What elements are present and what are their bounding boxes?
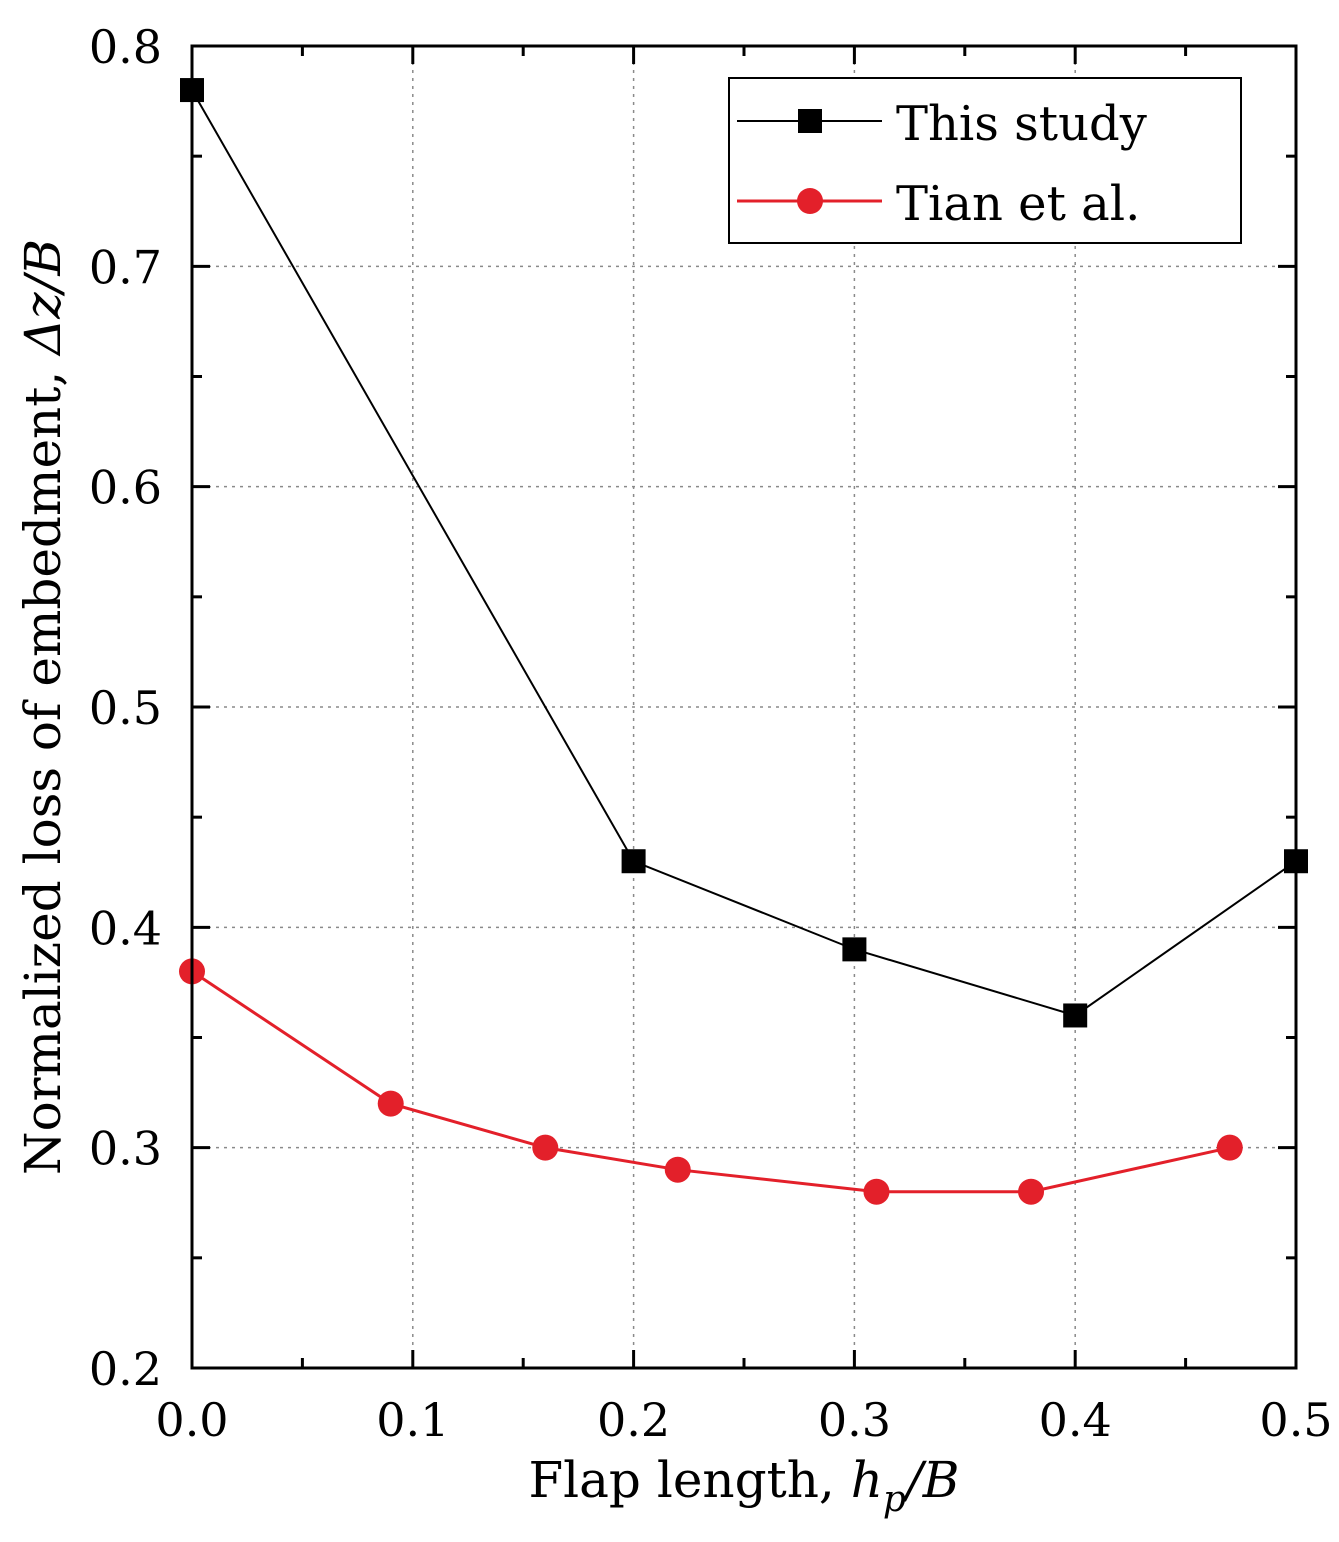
y-axis-label-var: Δz/B [14,239,72,357]
data-point-tian-et-al [377,1090,404,1117]
legend-box [728,77,1242,244]
x-axis-label: Flap length, hp/B [528,1451,959,1520]
x-tick-label: 0.5 [1259,1393,1332,1447]
legend-marker-tian [797,188,823,214]
plot-series [179,78,1308,1205]
tick-labels: 0.0 0.1 0.2 0.3 0.4 0.5 0.2 0.3 0.4 0.5 0.6 0.7 0.8 [89,20,1333,1447]
x-tick-label: 0.4 [1039,1393,1112,1447]
y-tick-label: 0.8 [89,20,162,74]
legend-marker-this-study [798,109,822,133]
y-tick-label: 0.3 [89,1122,162,1176]
legend-label-tian: Tian et al. [896,176,1140,232]
x-axis-label-var: h [851,1451,883,1509]
plot-frame [190,44,1298,1370]
data-point-tian-et-al [1018,1178,1045,1205]
data-point-tian-et-al [1216,1134,1243,1161]
data-point-this-study [621,849,646,874]
x-axis-label-prefix: Flap length, [528,1451,850,1509]
y-tick-label: 0.2 [89,1342,162,1396]
x-tick-label: 0.0 [155,1393,228,1447]
y-tick-label: 0.5 [89,681,162,735]
x-tick-label: 0.3 [818,1393,891,1447]
x-axis-label-suffix: /B [902,1451,960,1509]
y-axis-label: Normalized loss of embedment, Δz/B [14,239,72,1175]
data-point-this-study [842,937,867,962]
data-point-tian-et-al [863,1178,890,1205]
y-axis-label-prefix: Normalized loss of embedment, [14,355,72,1175]
legend-label-this-study: This study [896,96,1147,152]
x-tick-label: 0.2 [597,1393,670,1447]
data-point-this-study [1063,1003,1088,1028]
y-tick-label: 0.6 [89,461,162,515]
y-tick-label: 0.4 [89,901,162,955]
data-point-tian-et-al [532,1134,559,1161]
grid [192,46,1296,1368]
x-tick-label: 0.1 [376,1393,449,1447]
legend: This study Tian et al. [728,77,1242,244]
y-tick-label: 0.7 [89,240,162,294]
data-point-tian-et-al [664,1156,691,1183]
x-axis-label-sub: p [883,1479,906,1520]
